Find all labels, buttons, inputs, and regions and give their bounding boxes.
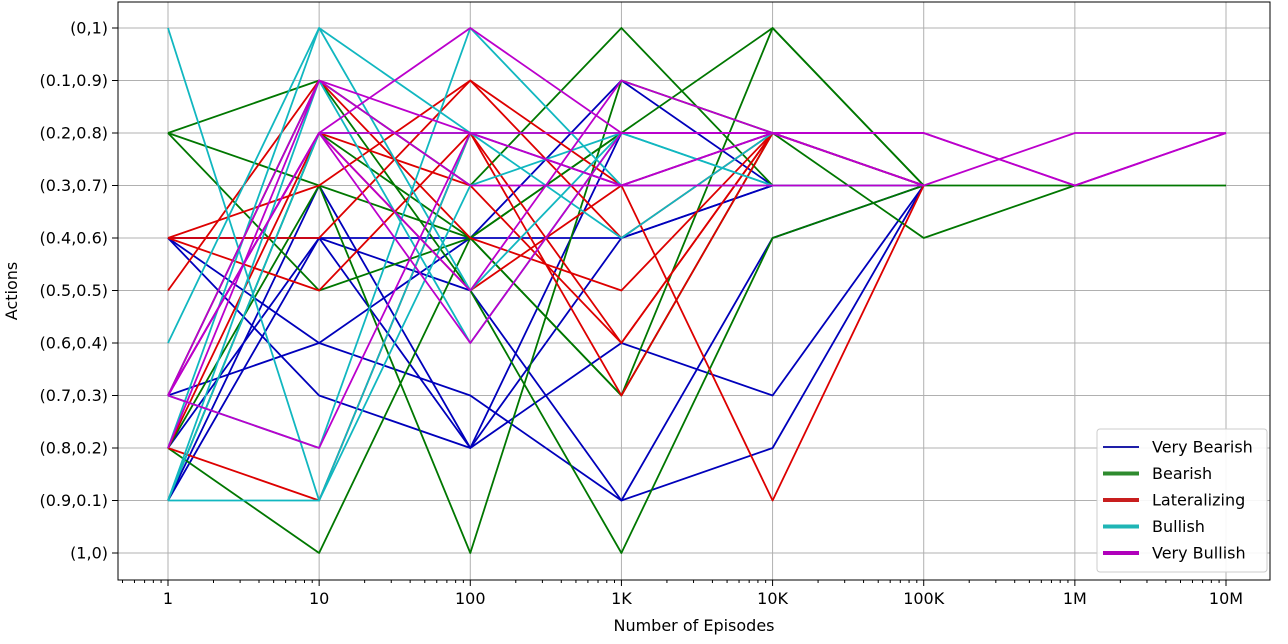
legend-item: Very Bullish — [1103, 544, 1246, 563]
series-line — [167, 185, 925, 502]
x-axis-label: Number of Episodes — [613, 616, 774, 635]
y-tick-label: (0,1) — [70, 19, 108, 38]
x-tick-label: 10K — [757, 589, 788, 608]
y-tick-label: (0.2,0.8) — [40, 124, 108, 143]
y-tick-label: (0.3,0.7) — [40, 176, 108, 195]
x-tick-label: 1K — [611, 589, 632, 608]
series-line — [167, 132, 924, 396]
legend-label: Lateralizing — [1152, 491, 1245, 510]
legend-item: Bullish — [1103, 517, 1205, 536]
x-tick-label: 1M — [1063, 589, 1087, 608]
y-tick-label: (0.4,0.6) — [40, 229, 108, 248]
series-very-bullish — [167, 27, 1227, 449]
x-tick-label: 10M — [1209, 589, 1243, 608]
legend-item: Very Bearish — [1103, 438, 1253, 457]
y-tick-label: (0.5,0.5) — [40, 281, 108, 300]
x-tick-label: 10 — [309, 589, 329, 608]
y-axis: (0,1) (0.1,0.9) (0.2,0.8) (0.3,0.7) (0.4,0.6… — [40, 19, 118, 563]
legend-label: Very Bearish — [1152, 438, 1253, 457]
series-line — [167, 79, 1227, 449]
legend-item: Lateralizing — [1103, 491, 1245, 510]
y-axis-label: Actions — [2, 262, 21, 320]
legend-label: Very Bullish — [1152, 544, 1246, 563]
legend-label: Bearish — [1152, 464, 1212, 483]
x-tick-label: 100 — [455, 589, 486, 608]
x-axis: 1 10 100 1K 10K 100K 1M 10M — [122, 580, 1243, 608]
y-tick-label: (0.1,0.9) — [40, 71, 108, 90]
y-tick-label: (1,0) — [70, 544, 108, 563]
series-layer — [167, 27, 1227, 554]
y-tick-label: (0.6,0.4) — [40, 334, 108, 353]
x-tick-label: 1 — [163, 589, 173, 608]
legend: Very Bearish Bearish Lateralizing Bullish Ve… — [1096, 428, 1268, 573]
legend-label: Bullish — [1152, 517, 1205, 536]
y-tick-label: (0.9,0.1) — [40, 491, 108, 510]
legend-box — [1096, 428, 1268, 573]
legend-item: Bearish — [1103, 464, 1212, 483]
y-tick-label: (0.7,0.3) — [40, 386, 108, 405]
series-line — [167, 79, 1226, 396]
x-tick-label: 100K — [903, 589, 945, 608]
y-tick-label: (0.8,0.2) — [40, 439, 108, 458]
